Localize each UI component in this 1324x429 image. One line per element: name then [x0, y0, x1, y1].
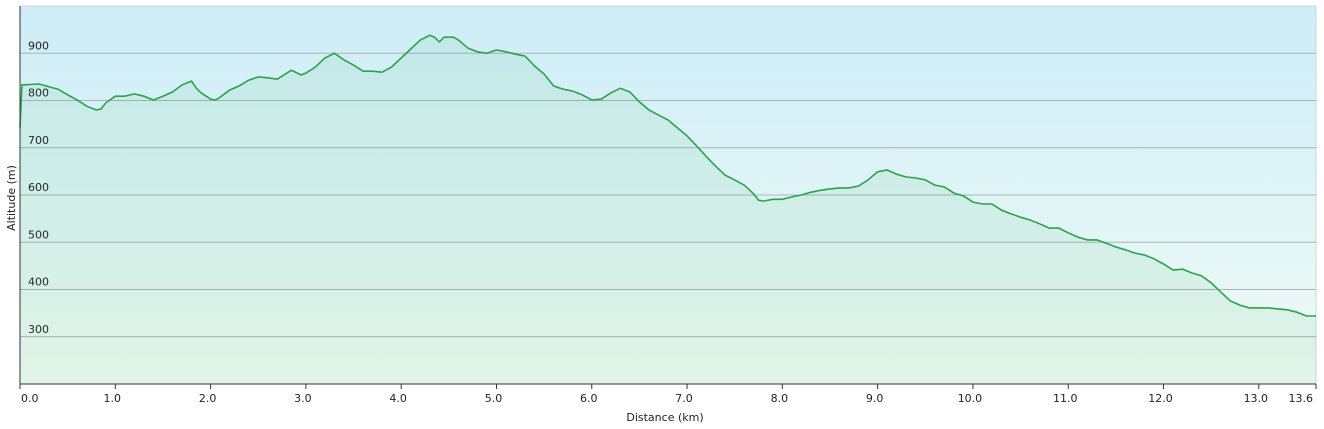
x-tick-label: 2.0 [199, 392, 217, 405]
x-tick-label: 5.0 [485, 392, 503, 405]
x-tick-label: 13.6 [1289, 392, 1314, 405]
x-tick-label: 7.0 [675, 392, 693, 405]
x-tick-label: 4.0 [389, 392, 407, 405]
y-tick-label: 700 [28, 134, 49, 147]
y-tick-label: 400 [28, 276, 49, 289]
x-tick-label: 9.0 [866, 392, 884, 405]
elevation-line [19, 34, 1316, 317]
y-tick-label: 600 [28, 181, 49, 194]
x-tick-label: 3.0 [294, 392, 312, 405]
x-axis-title: Distance (km) [626, 411, 703, 424]
x-tick-label: 0.0 [21, 392, 39, 405]
y-tick-label: 500 [28, 228, 49, 241]
x-tick-label: 1.0 [104, 392, 122, 405]
y-tick-label: 800 [28, 87, 49, 100]
x-tick-label: 10.0 [958, 392, 983, 405]
y-tick-label: 900 [28, 39, 49, 52]
area-fill [20, 35, 1316, 385]
x-tick-label: 8.0 [771, 392, 789, 405]
x-tick-label: 12.0 [1148, 392, 1173, 405]
x-tick-label: 13.0 [1244, 392, 1269, 405]
x-tick-label: 6.0 [580, 392, 598, 405]
y-axis-title: Altitude (m) [5, 165, 18, 231]
y-tick-label: 300 [28, 323, 49, 336]
x-tick-label: 11.0 [1053, 392, 1078, 405]
